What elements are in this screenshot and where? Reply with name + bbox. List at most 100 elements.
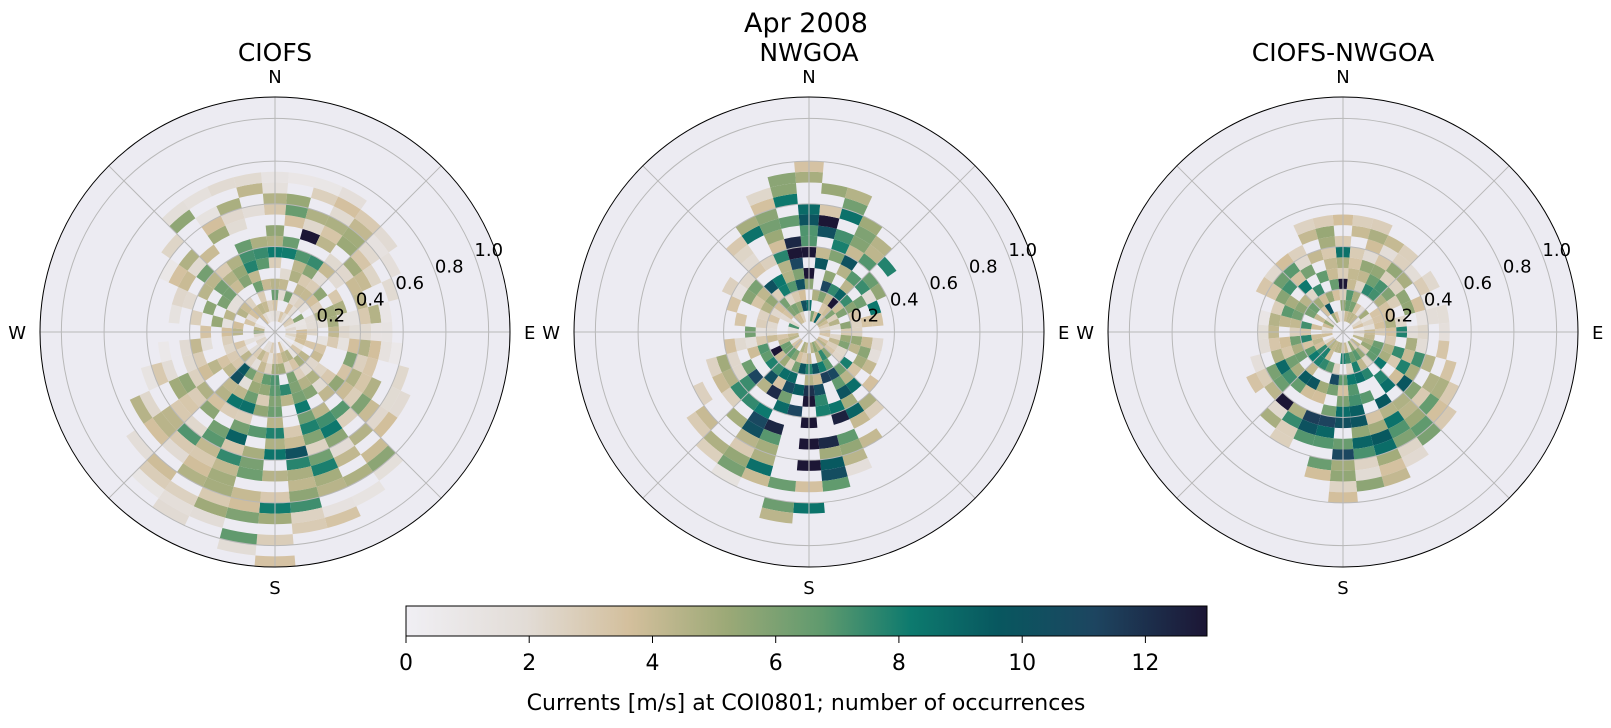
windrose-bar: [710, 463, 742, 487]
windrose-bar: [822, 358, 834, 371]
windrose-bar: [1347, 383, 1360, 396]
windrose-bar: [703, 430, 730, 455]
windrose-bar: [1404, 363, 1421, 382]
windrose-bar: [1386, 354, 1402, 369]
windrose-bar: [812, 373, 823, 386]
windrose-bar: [288, 380, 303, 394]
windrose-bar: [1326, 383, 1339, 396]
windrose-bar: [232, 264, 248, 280]
windrose-bar: [771, 362, 785, 376]
windrose-bar: [310, 457, 339, 477]
windrose-bar: [216, 448, 242, 467]
windrose-bar: [244, 367, 257, 381]
windrose-bar: [313, 343, 327, 355]
windrose-bar: [225, 393, 244, 410]
windrose-bar: [261, 278, 272, 291]
windrose-bar: [152, 411, 177, 438]
windrose-bar: [1378, 301, 1392, 314]
windrose-bar: [741, 359, 757, 375]
windrose-bar: [283, 319, 295, 328]
windrose-bar: [290, 344, 302, 355]
windrose-bar: [222, 362, 238, 378]
windrose-bar: [800, 300, 808, 312]
windrose-bar: [228, 497, 261, 513]
windrose-bar: [1363, 333, 1375, 341]
windrose-bar: [287, 466, 314, 481]
windrose-bar: [819, 326, 831, 332]
windrose-bar: [168, 304, 183, 324]
windrose-bar: [763, 279, 779, 295]
windrose-bar: [1362, 337, 1374, 346]
windrose-bar: [255, 336, 267, 345]
windrose-bar: [200, 337, 214, 352]
colorbar-gradient: [405, 605, 1208, 637]
windrose-bar: [261, 373, 272, 386]
windrose-bar: [1318, 236, 1336, 250]
windrose-bar: [867, 300, 882, 316]
windrose-bar: [305, 369, 321, 385]
windrose-bar: [302, 264, 318, 280]
windrose-bars: [126, 171, 411, 568]
windrose-bar: [336, 407, 359, 429]
windrose-bar: [1355, 466, 1382, 481]
windrose-bar: [731, 282, 748, 301]
windrose-bar: [826, 313, 839, 323]
windrose-bar: [1385, 262, 1404, 280]
windrose-bar: [733, 244, 754, 265]
windrose-bar: [1324, 361, 1335, 374]
windrose-bar: [838, 340, 851, 351]
windrose-bar: [189, 309, 203, 326]
windrose-bar: [207, 467, 237, 487]
windrose-bar: [1392, 253, 1411, 272]
windrose-bar: [196, 264, 215, 283]
windrose-bar: [1395, 374, 1413, 393]
compass-label-w: W: [542, 323, 560, 344]
windrose-bar: [283, 424, 303, 439]
windrose-bar: [221, 318, 234, 329]
windrose-bar: [784, 358, 796, 371]
windrose-bar: [717, 454, 746, 478]
windrose-bar: [310, 187, 339, 207]
windrose-bar: [391, 365, 410, 391]
windrose-bar: [304, 313, 317, 324]
windrose-bar: [827, 297, 840, 310]
windrose-bar: [195, 206, 221, 227]
windrose-bar: [1373, 356, 1387, 370]
windrose-bar: [232, 320, 245, 330]
windrose-bar: [788, 334, 800, 342]
windrose-bar: [1370, 264, 1386, 280]
windrose-bar: [205, 271, 223, 290]
windrose-bar: [354, 209, 381, 234]
compass-label-s: S: [269, 578, 280, 599]
windrose-bar: [1359, 259, 1375, 274]
windrose-bar: [1353, 332, 1365, 338]
windrose-bar: [1398, 399, 1419, 420]
windrose-bar: [1415, 338, 1429, 355]
windrose-bar: [1359, 390, 1375, 405]
windrose-bar: [1293, 218, 1316, 236]
windrose-bar: [811, 311, 819, 323]
windrose-bar: [151, 362, 169, 387]
windrose-bar: [790, 302, 800, 315]
windrose-bar: [1352, 334, 1364, 342]
windrose-bar: [1348, 351, 1357, 363]
windrose-bar: [741, 289, 757, 305]
windrose-bar: [870, 282, 887, 301]
windrose-bar: [168, 264, 188, 287]
windrose-bar: [821, 466, 848, 481]
windrose-bar: [373, 411, 398, 438]
windrose-bar: [839, 369, 855, 385]
windrose-bar: [207, 225, 230, 245]
panel-title: NWGOA: [759, 38, 858, 67]
windrose-bar: [348, 422, 374, 446]
angular-gridline: [1176, 165, 1344, 333]
windrose-bar: [1373, 369, 1389, 385]
windrose-bar: [277, 362, 287, 375]
windrose-bar: [779, 313, 792, 323]
windrose-bar: [207, 359, 223, 375]
windrose-bar: [1327, 339, 1337, 350]
figure-title: Apr 2008: [744, 8, 868, 39]
windrose-bar: [161, 200, 190, 227]
windrose-bar: [183, 454, 212, 478]
